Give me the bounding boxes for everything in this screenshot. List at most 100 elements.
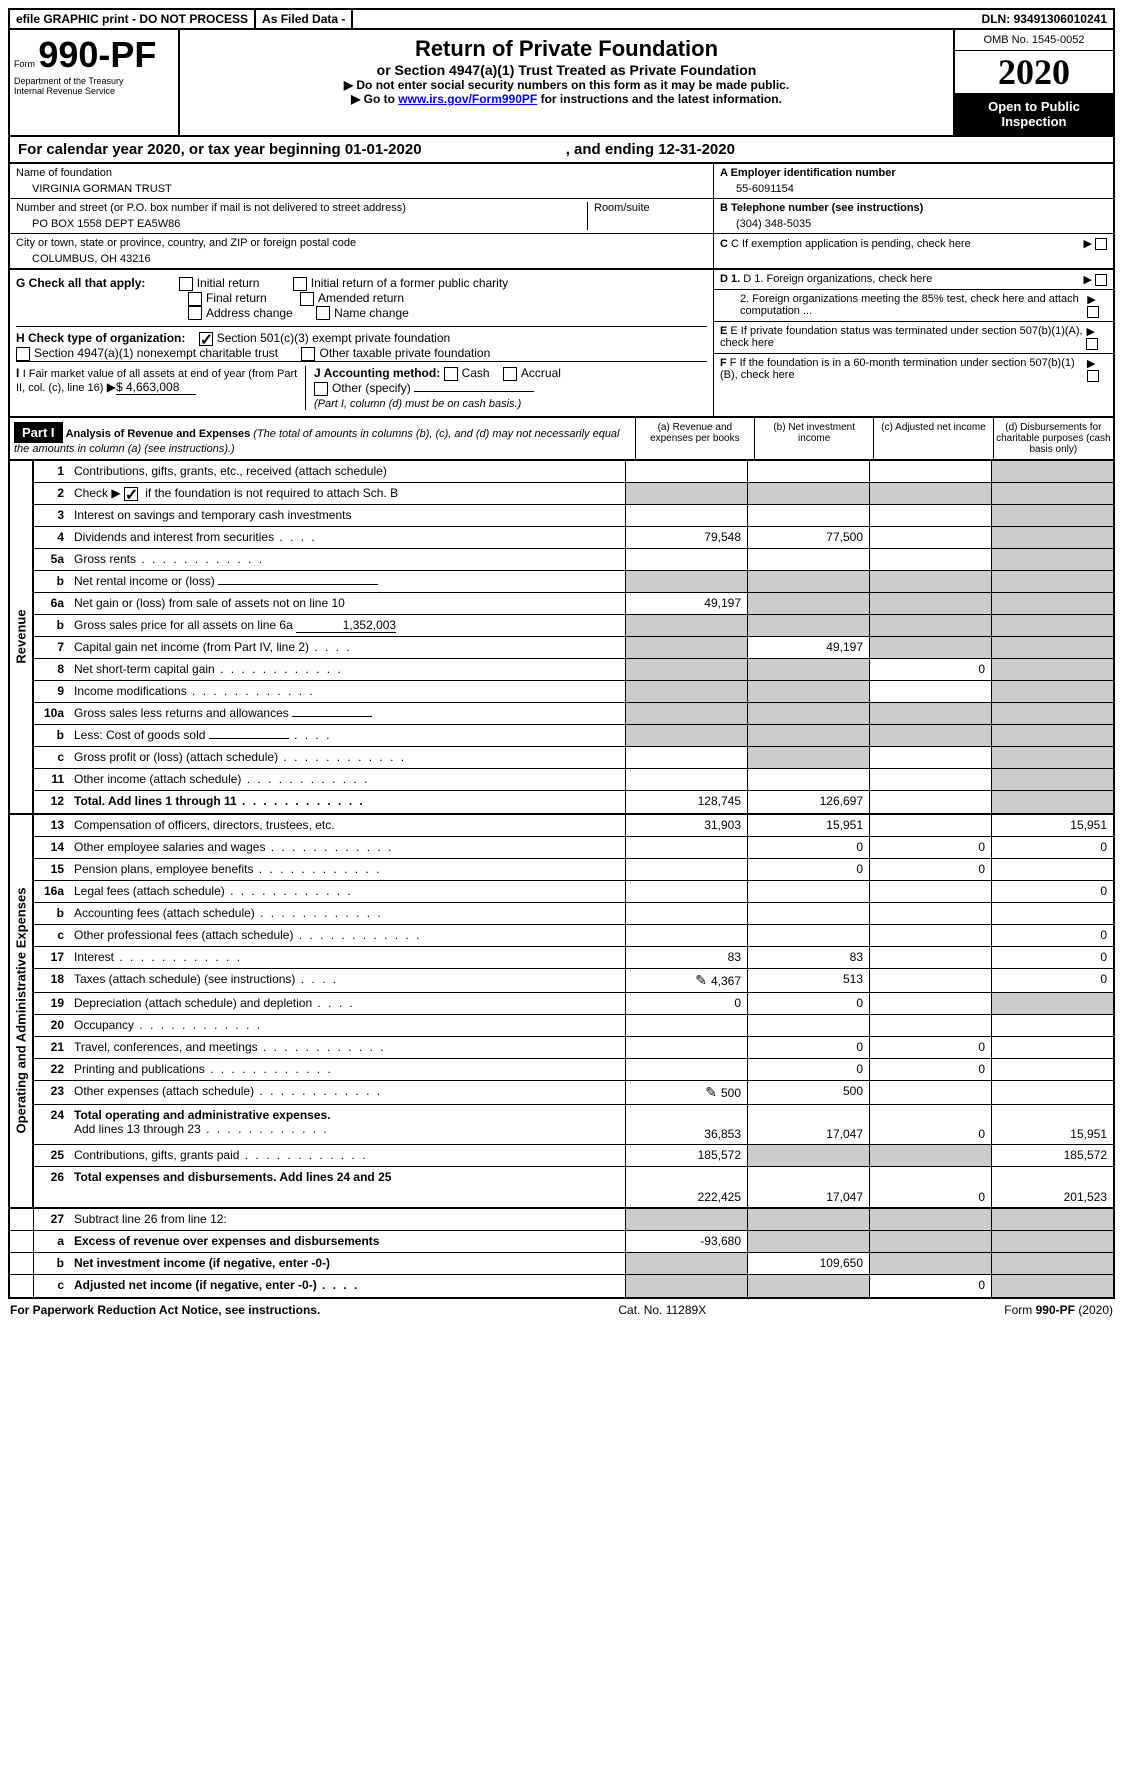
col-d-header: (d) Disbursements for charitable purpose… [994, 418, 1113, 459]
room-label: Room/suite [587, 202, 707, 230]
attachment-icon[interactable]: ✎ [695, 972, 707, 989]
g-cb-name[interactable] [316, 306, 330, 320]
l27a-no: a [34, 1231, 70, 1252]
l5b-desc: Net rental income or (loss) [70, 571, 625, 592]
l10a-desc: Gross sales less returns and allowances [70, 703, 625, 724]
pending-checkbox[interactable] [1095, 238, 1107, 250]
l27a-a: -93,680 [625, 1231, 747, 1252]
l6a-no: 6a [34, 593, 70, 614]
g-amended: Amended return [318, 291, 404, 305]
l15-no: 15 [34, 859, 70, 880]
l16c-no: c [34, 925, 70, 946]
checks-right: D 1. D 1. Foreign organizations, check h… [713, 270, 1113, 416]
addr-right: A Employer identification number 55-6091… [713, 164, 1113, 268]
j-cb-other[interactable] [314, 382, 328, 396]
part1-title: Analysis of Revenue and Expenses [66, 428, 251, 440]
g-label: G Check all that apply: [16, 276, 145, 290]
d2-checkbox[interactable] [1087, 306, 1099, 318]
l25-no: 25 [34, 1145, 70, 1166]
city-cell: City or town, state or province, country… [10, 234, 713, 268]
l14-d: 0 [991, 837, 1113, 858]
col-b-header: (b) Net investment income [755, 418, 874, 459]
j-cb-accrual[interactable] [503, 367, 517, 381]
cal-mid: , and ending [566, 141, 659, 158]
l17-b: 83 [747, 947, 869, 968]
h-4947: Section 4947(a)(1) nonexempt charitable … [34, 346, 278, 360]
cal-end: 12-31-2020 [658, 141, 735, 158]
ah-left: Part I Analysis of Revenue and Expenses … [10, 418, 636, 459]
l6b-no: b [34, 615, 70, 636]
form-page: efile GRAPHIC print - DO NOT PROCESS As … [0, 0, 1123, 1329]
h-cb-501c3[interactable] [199, 332, 213, 346]
l27c-no: c [34, 1275, 70, 1297]
pending-cell: C C If exemption application is pending,… [714, 234, 1113, 253]
l15-c: 0 [869, 859, 991, 880]
l25-a: 185,572 [625, 1145, 747, 1166]
l4-a: 79,548 [625, 527, 747, 548]
footer-center: Cat. No. 11289X [618, 1303, 706, 1317]
j-cb-cash[interactable] [444, 367, 458, 381]
header-bar: efile GRAPHIC print - DO NOT PROCESS As … [8, 8, 1115, 30]
l2-checkbox[interactable] [124, 487, 138, 501]
l10c-no: c [34, 747, 70, 768]
h-label: H Check type of organization: [16, 331, 185, 345]
ij-row: I I Fair market value of all assets at e… [16, 361, 707, 410]
phone-cell: B Telephone number (see instructions) (3… [714, 199, 1113, 234]
irs-link[interactable]: www.irs.gov/Form990PF [398, 92, 537, 106]
phone-label: B Telephone number (see instructions) [720, 202, 1107, 214]
l16c-desc: Other professional fees (attach schedule… [70, 925, 625, 946]
l7-b: 49,197 [747, 637, 869, 658]
dln-label: DLN: [982, 12, 1011, 26]
irs: Internal Revenue Service [14, 86, 174, 96]
l1-no: 1 [34, 461, 70, 482]
l12-desc: Total. Add lines 1 through 11 [70, 791, 625, 813]
form-word: Form [14, 59, 35, 69]
form-title: Return of Private Foundation [186, 36, 947, 62]
g-cb-amended[interactable] [300, 292, 314, 306]
l22-c: 0 [869, 1059, 991, 1080]
l17-d: 0 [991, 947, 1113, 968]
h-cb-other[interactable] [301, 347, 315, 361]
revenue-sidebar-text: Revenue [14, 610, 29, 664]
attachment-icon[interactable]: ✎ [705, 1084, 717, 1101]
addr-left: Name of foundation VIRGINIA GORMAN TRUST… [10, 164, 713, 268]
city-value: COLUMBUS, OH 43216 [16, 249, 707, 265]
g-cb-address[interactable] [188, 306, 202, 320]
dln-box: DLN: 93491306010241 [976, 10, 1113, 28]
h-cb-4947[interactable] [16, 347, 30, 361]
e-checkbox[interactable] [1086, 338, 1098, 350]
g-cb-initial[interactable] [179, 277, 193, 291]
l27b-b: 109,650 [747, 1253, 869, 1274]
l14-b: 0 [747, 837, 869, 858]
form-header: Form 990-PF Department of the Treasury I… [8, 30, 1115, 137]
l6a-a: 49,197 [625, 593, 747, 614]
l13-b: 15,951 [747, 815, 869, 836]
g-cb-final[interactable] [188, 292, 202, 306]
col-a-header: (a) Revenue and expenses per books [636, 418, 755, 459]
phone-value: (304) 348-5035 [720, 214, 1107, 230]
l21-no: 21 [34, 1037, 70, 1058]
expenses-section: Operating and Administrative Expenses 13… [8, 815, 1115, 1209]
f-checkbox[interactable] [1087, 370, 1099, 382]
l27a-desc: Excess of revenue over expenses and disb… [70, 1231, 625, 1252]
note2-pre: ▶ Go to [351, 92, 398, 106]
l15-desc: Pension plans, employee benefits [70, 859, 625, 880]
d1-checkbox[interactable] [1095, 274, 1107, 286]
l21-b: 0 [747, 1037, 869, 1058]
l5b-no: b [34, 571, 70, 592]
g-cb-initial-former[interactable] [293, 277, 307, 291]
l21-desc: Travel, conferences, and meetings [70, 1037, 625, 1058]
l4-b: 77,500 [747, 527, 869, 548]
street-value: PO BOX 1558 DEPT EA5W86 [16, 214, 587, 230]
footer-left: For Paperwork Reduction Act Notice, see … [10, 1303, 320, 1317]
note2-post: for instructions and the latest informat… [541, 92, 782, 106]
pending-label: C If exemption application is pending, c… [731, 238, 971, 250]
part1-label: Part I [14, 422, 63, 443]
l11-desc: Other income (attach schedule) [70, 769, 625, 790]
expenses-sidebar: Operating and Administrative Expenses [8, 815, 32, 1209]
l26-d: 201,523 [991, 1167, 1113, 1207]
ein-cell: A Employer identification number 55-6091… [714, 164, 1113, 199]
form-subtitle: or Section 4947(a)(1) Trust Treated as P… [186, 62, 947, 78]
l24-d: 15,951 [991, 1105, 1113, 1144]
l21-c: 0 [869, 1037, 991, 1058]
